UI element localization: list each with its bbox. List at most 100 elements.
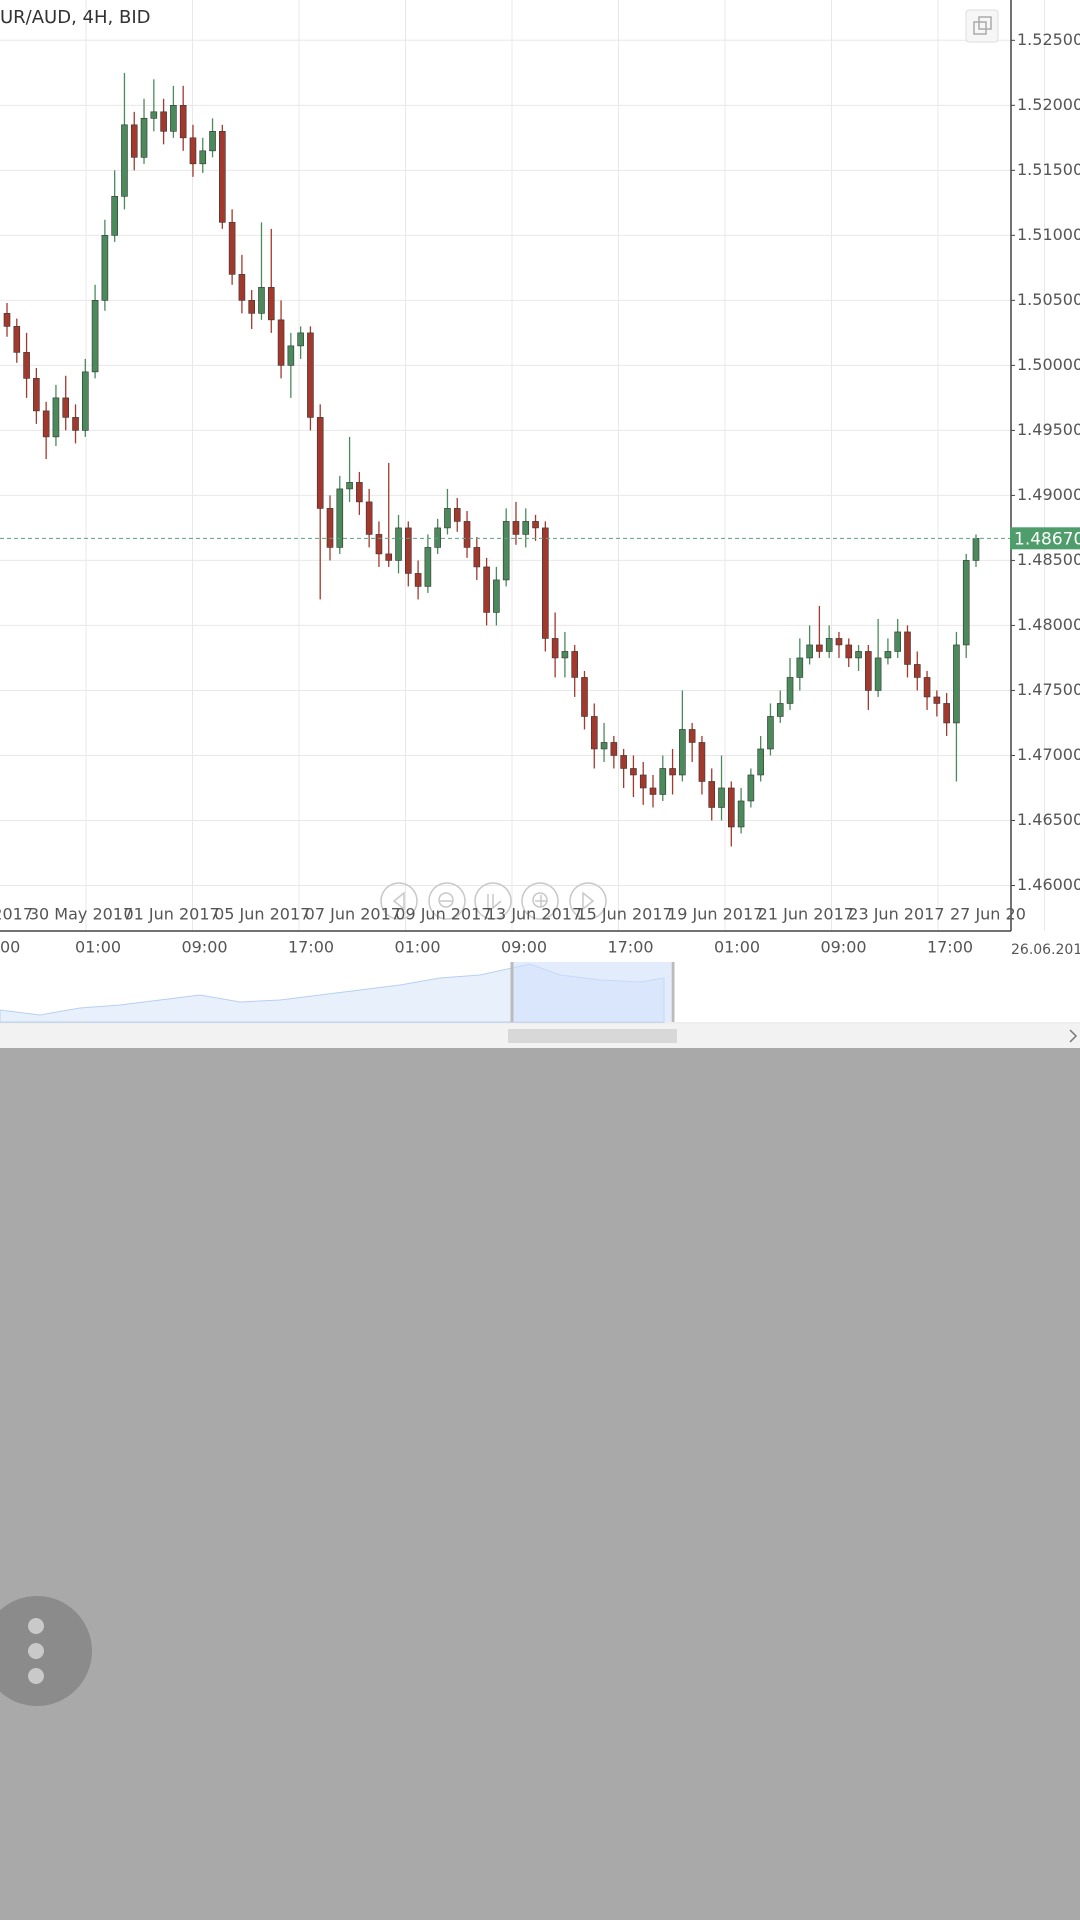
navigator-window[interactable] [512, 962, 671, 1022]
date-label: 2017 [0, 905, 33, 924]
candles [3, 72, 980, 847]
current-price-box [1010, 527, 1080, 550]
candle-body [385, 553, 393, 561]
reset-button[interactable] [474, 882, 512, 920]
candle-body [512, 521, 520, 535]
candle-body [904, 631, 911, 665]
chart-background [0, 0, 1080, 1048]
candle-body [405, 527, 412, 574]
menu-circle[interactable] [0, 1596, 92, 1706]
candle-body [3, 313, 11, 327]
y-tick-label: 1.50500 [1017, 290, 1080, 309]
candle-body [170, 105, 177, 132]
candle-body [806, 644, 813, 659]
y-tick-label: 1.51500 [1017, 160, 1080, 179]
candle-body [845, 644, 853, 659]
menu-button[interactable] [0, 1596, 92, 1706]
candle-body [874, 657, 882, 691]
zoom-out-button[interactable] [428, 882, 466, 920]
zoom-in-button[interactable] [521, 882, 559, 920]
scroll-left-button[interactable] [380, 882, 418, 920]
candle-body [913, 664, 921, 678]
candle-body [816, 644, 823, 652]
candle-body [111, 196, 118, 236]
candle-body [649, 787, 657, 795]
candle-body [140, 118, 148, 158]
y-tick-label: 1.48000 [1017, 615, 1080, 634]
grid [0, 0, 1045, 931]
candle-body [228, 222, 236, 275]
y-tick-label: 1.46000 [1017, 875, 1080, 894]
candle-body [962, 560, 970, 646]
candle-body [610, 742, 618, 756]
candle-body [943, 703, 950, 724]
candle-body [688, 729, 696, 743]
y-tick-label: 1.51000 [1017, 225, 1080, 244]
candle-body [542, 527, 549, 639]
candle-body [551, 638, 559, 659]
candle-body [434, 527, 441, 548]
menu-dot [28, 1618, 44, 1634]
control-icons [392, 891, 595, 911]
date-label: 21 Jun 2017 [758, 905, 854, 924]
candle-body [375, 534, 383, 555]
candle-body [150, 111, 158, 119]
candle-body [209, 131, 216, 152]
candle-body [502, 521, 510, 581]
candle-body [620, 755, 627, 769]
candle-body [91, 300, 99, 373]
candle-body [160, 111, 167, 132]
candle-body [855, 651, 862, 659]
time-label: 01:00 [714, 938, 760, 957]
expand-icon [973, 21, 987, 35]
menu-dot [28, 1643, 44, 1659]
control-icon [438, 892, 454, 908]
time-label: 17:00 [927, 938, 973, 957]
scroll-arrow[interactable] [1069, 1029, 1078, 1043]
candle-body [728, 787, 735, 828]
candle-body [248, 300, 255, 314]
date-label: 23 Jun 2017 [848, 905, 944, 924]
candle-body [776, 703, 784, 717]
chart-title: UR/AUD, 4H, BID [0, 7, 151, 28]
candle-body [493, 579, 500, 613]
y-tick-label: 1.47000 [1017, 745, 1080, 764]
time-label: 09:00 [181, 938, 227, 957]
date-label: 19 Jun 2017 [667, 905, 763, 924]
candle-body [346, 482, 353, 490]
scroll-right-button[interactable] [569, 882, 607, 920]
candle-body [199, 150, 207, 165]
candle-body [72, 417, 79, 431]
candle-body [786, 677, 794, 704]
candle-body [189, 137, 197, 165]
date-label: 27 Jun 20 [950, 905, 1026, 924]
candle-body [42, 410, 50, 438]
expand-button[interactable] [965, 9, 999, 43]
navigator [0, 962, 1080, 1048]
candle-body [600, 742, 608, 750]
scrollbar-thumb[interactable] [508, 1029, 677, 1043]
date-label: 05 Jun 2017 [214, 905, 310, 924]
candle-body [179, 105, 187, 139]
candle-body [258, 287, 265, 314]
empty-area [0, 1048, 1080, 1920]
candle-body [923, 677, 931, 698]
y-tick-label: 1.52000 [1017, 95, 1080, 114]
time-label: 01:00 [75, 938, 121, 957]
candle-body [659, 768, 667, 795]
candle-body [130, 124, 138, 158]
candle-body [365, 501, 373, 535]
candle-body [121, 124, 128, 197]
candle-body [708, 781, 716, 808]
candle-body [796, 657, 804, 678]
candle-body [356, 482, 363, 503]
candle-body [571, 651, 578, 678]
candle-body [395, 527, 402, 561]
candle-body [679, 729, 686, 776]
expand-box[interactable] [965, 9, 999, 43]
date-label: 01 Jun 2017 [123, 905, 219, 924]
current-price-label: 1.48670 [1014, 529, 1080, 549]
candle-body [698, 742, 706, 782]
